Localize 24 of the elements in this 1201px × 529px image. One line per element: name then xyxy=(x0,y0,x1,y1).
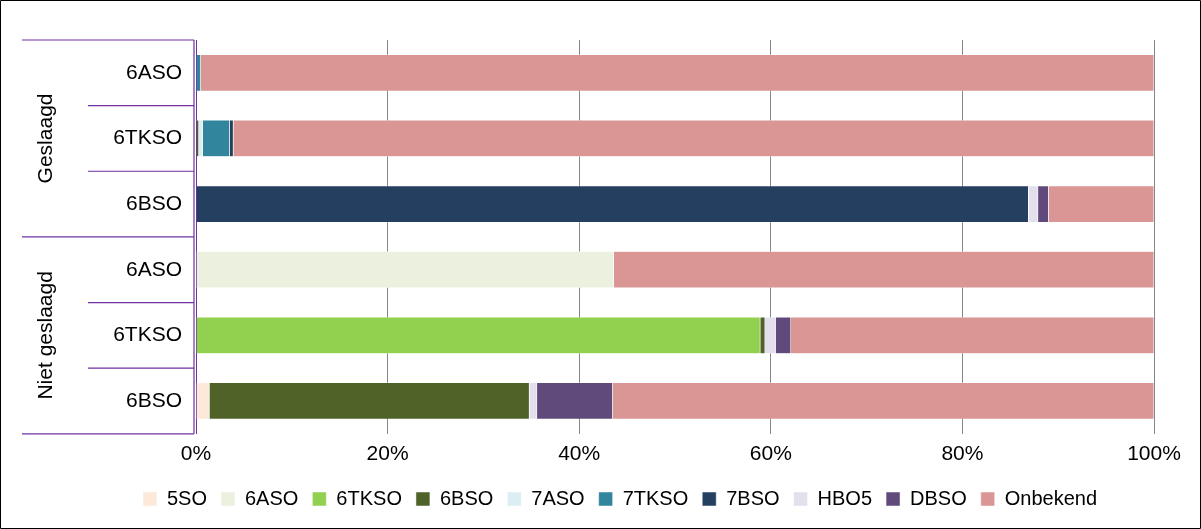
legend-label: 7TKSO xyxy=(622,486,689,509)
legend-label: 7BSO xyxy=(726,486,780,509)
y-tick-label: 6BSO xyxy=(125,387,182,411)
legend-label: HBO5 xyxy=(817,486,873,509)
legend-label: 6ASO xyxy=(245,486,299,509)
y-tick-label: 6ASO xyxy=(125,59,182,83)
x-tick-label: 80% xyxy=(941,441,984,465)
y-tick-label: 6TKSO xyxy=(113,322,182,346)
legend-label: 7ASO xyxy=(531,486,585,509)
legend-label: Onbekend xyxy=(1004,486,1098,509)
text: Geslaagd xyxy=(32,93,56,184)
legend-label: 5SO xyxy=(166,486,208,509)
x-tick-label: 60% xyxy=(749,441,792,465)
y-tick-label: 6ASO xyxy=(125,256,182,280)
x-tick-label: 20% xyxy=(366,441,409,465)
text: Niet geslaagd xyxy=(32,271,56,400)
x-tick-label: 100% xyxy=(1127,441,1181,465)
y-tick-label: 6TKSO xyxy=(113,125,182,149)
legend-label: 6BSO xyxy=(439,486,494,509)
legend-label: DBSO xyxy=(910,486,967,509)
legend-label: 6TKSO xyxy=(336,486,402,509)
x-tick-label: 0% xyxy=(180,441,212,465)
y-tick-label: 6BSO xyxy=(125,190,182,214)
x-tick-label: 40% xyxy=(558,441,601,465)
